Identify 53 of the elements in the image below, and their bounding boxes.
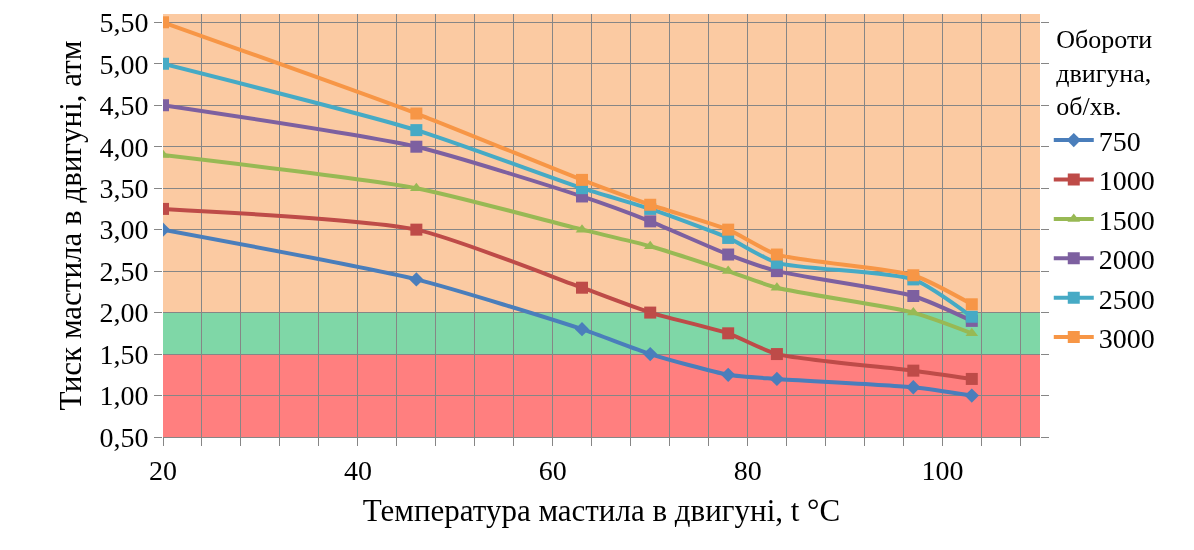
- point: [965, 298, 978, 311]
- point: [410, 124, 423, 137]
- point: [644, 306, 657, 319]
- point: [576, 173, 589, 186]
- point: [907, 269, 920, 282]
- x-axis-title: Температура мастила в двигуні, t °C: [362, 492, 841, 528]
- point: [907, 290, 920, 302]
- x-tick-label: 60: [538, 454, 567, 486]
- point: [410, 107, 423, 120]
- legend-label: 1000: [1098, 165, 1155, 197]
- point: [770, 348, 783, 361]
- point: [965, 327, 979, 337]
- point: [964, 388, 979, 403]
- point: [965, 310, 978, 323]
- point: [722, 327, 735, 340]
- point: [410, 223, 423, 236]
- point: [770, 248, 783, 261]
- point: [721, 367, 736, 382]
- point: [410, 140, 423, 153]
- y-tick-label: 3,00: [99, 214, 149, 246]
- y-tick-label: 2,00: [99, 297, 149, 329]
- legend-label: 1500: [1098, 204, 1155, 236]
- y-tick-label: 5,00: [99, 48, 149, 80]
- point: [574, 322, 590, 337]
- point: [722, 223, 735, 236]
- y-tick-label: 2,50: [99, 255, 149, 287]
- point: [769, 371, 785, 387]
- point: [907, 364, 920, 377]
- point: [576, 281, 589, 294]
- x-tick-label: 80: [733, 454, 762, 486]
- point: [644, 198, 657, 211]
- point: [644, 215, 657, 228]
- point: [722, 248, 735, 261]
- legend-label: 3000: [1098, 323, 1155, 355]
- y-tick-label: 5,50: [99, 7, 149, 39]
- legend-label: 2500: [1098, 283, 1155, 315]
- y-tick-label: 4,00: [99, 131, 149, 163]
- legend-label: 2000: [1098, 244, 1155, 276]
- y-tick-label: 1,00: [99, 380, 149, 412]
- point: [409, 272, 424, 287]
- y-tick-label: 4,50: [99, 90, 149, 122]
- x-tick-label: 20: [149, 454, 177, 486]
- point: [906, 380, 921, 395]
- y-tick-label: 0,50: [99, 421, 149, 453]
- point: [643, 346, 658, 362]
- y-axis-title: Тиск мастила в двигуні, атм: [53, 40, 89, 411]
- y-tick-label: 3,50: [99, 172, 149, 204]
- point: [965, 372, 978, 385]
- legend-label: 750: [1098, 126, 1141, 158]
- x-tick-label: 40: [343, 454, 372, 486]
- x-tick-label: 100: [921, 454, 964, 486]
- legend-title: Обороти двигуна, об/хв.: [1056, 24, 1153, 122]
- y-tick-label: 1,50: [99, 338, 149, 370]
